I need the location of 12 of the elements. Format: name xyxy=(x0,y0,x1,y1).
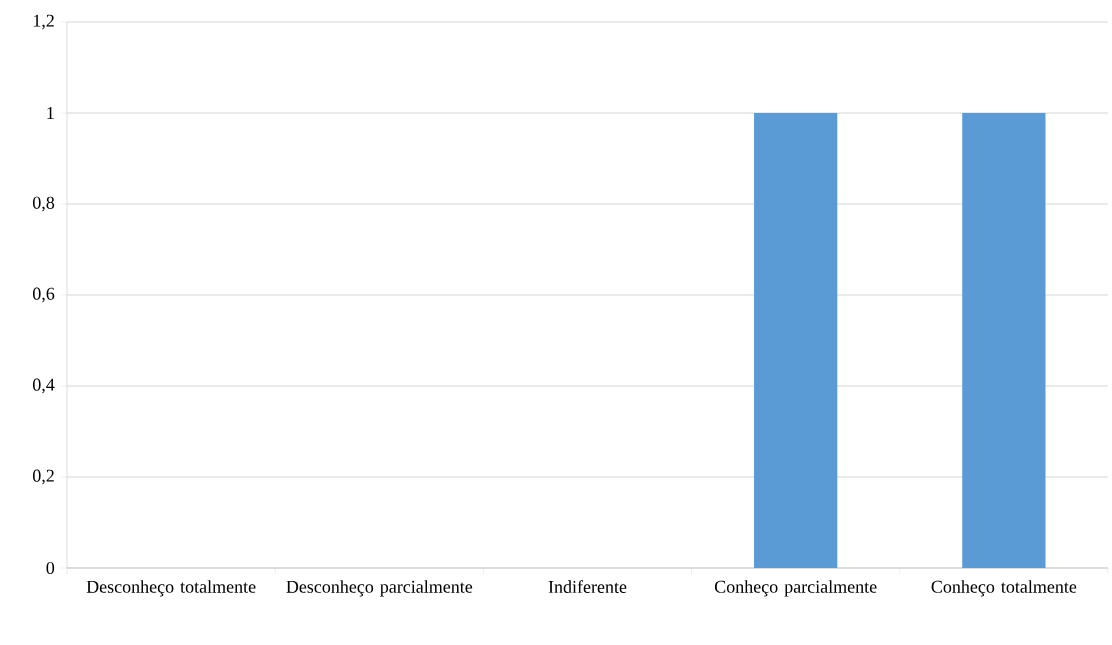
x-tick-label: Indiferente xyxy=(548,580,627,594)
y-tick-label: 1 xyxy=(47,107,54,119)
y-tick-label: 0,2 xyxy=(33,469,54,485)
y-tick-label: 0 xyxy=(46,561,55,575)
y-tick-label: 0,4 xyxy=(33,378,55,394)
y-tick-label: 0,6 xyxy=(33,287,55,303)
x-tick-label: Desconheço totalmente xyxy=(86,580,256,597)
y-tick-label: 0,8 xyxy=(33,196,55,212)
x-tick-label: Conheço parcialmente xyxy=(714,580,877,597)
y-tick-label: 1,2 xyxy=(33,14,54,30)
x-tick-label: Conheço totalmente xyxy=(931,580,1077,597)
x-tick-label: Desconheço parcialmente xyxy=(286,580,473,597)
